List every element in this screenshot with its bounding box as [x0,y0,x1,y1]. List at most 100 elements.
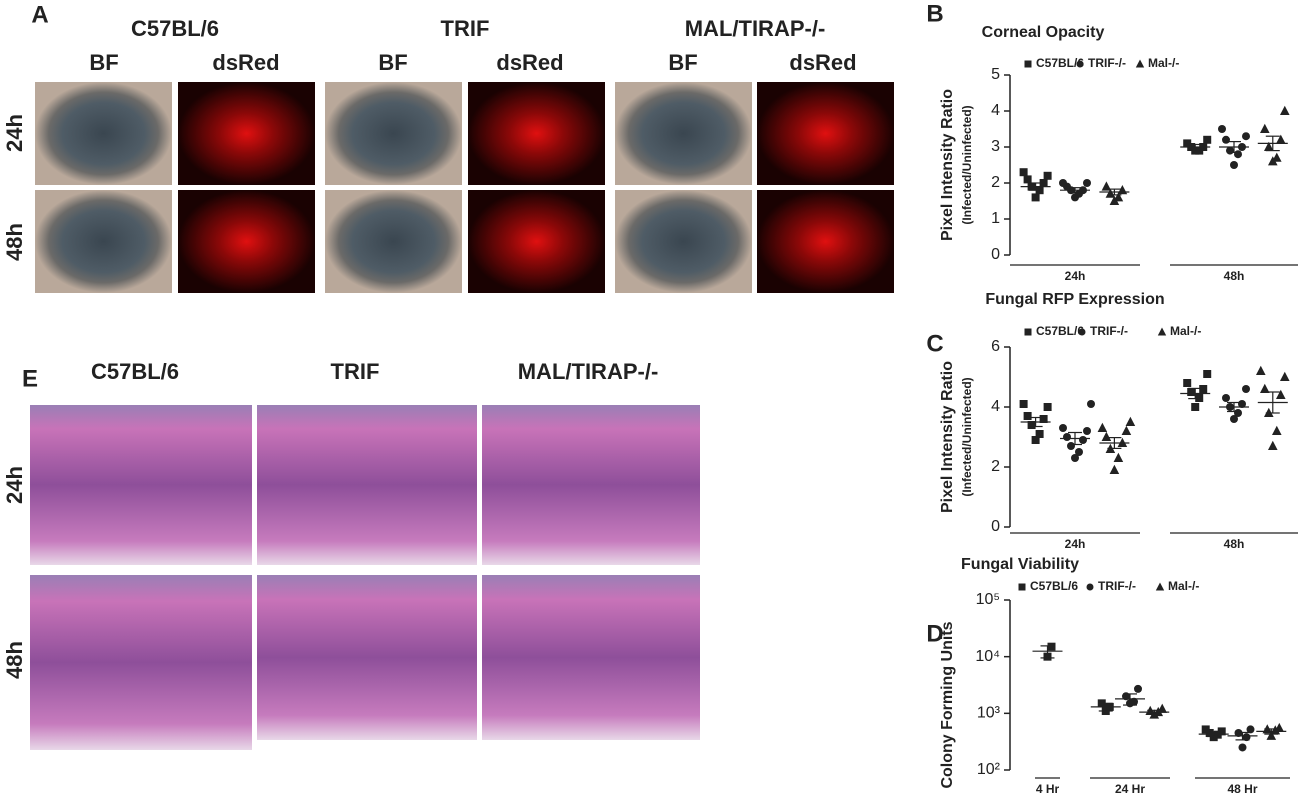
chart-title: Fungal Viability [961,556,1079,573]
row-label: 48h [2,223,27,261]
panel-label: D [926,620,943,647]
marker [1242,132,1250,141]
y-axis-label: Colony Forming Units [939,621,956,788]
chart-title: Fungal RFP Expression [985,291,1164,308]
marker [1226,146,1234,155]
marker [1047,642,1056,651]
photo [757,190,894,293]
marker [1067,442,1075,450]
y-tick-label: 0 [991,518,1000,535]
x-tick-label: 48h [1224,537,1245,551]
legend-label: TRIF-/- [1098,579,1136,593]
group-label: C57BL/6 [91,359,179,384]
marker [1267,440,1278,450]
marker [1155,582,1165,591]
marker [1063,433,1071,441]
marker [1019,168,1028,177]
marker [1199,385,1208,393]
photo [178,190,315,293]
y-axis-label: Pixel Intensity Ratio [939,361,956,513]
legend-label: TRIF-/- [1090,324,1128,338]
marker [1157,327,1167,336]
y-tick-label: 5 [991,66,1000,83]
marker [1078,328,1086,336]
marker [1134,684,1142,693]
marker [1019,400,1028,408]
panel-label: E [22,365,38,392]
marker [1271,425,1282,435]
marker [1279,371,1290,381]
marker [1201,725,1210,734]
marker [1130,697,1138,706]
panel-label: A [31,1,48,28]
marker [1027,421,1036,429]
marker [1109,464,1120,474]
y-tick-label: 0 [991,246,1000,263]
photo [615,82,752,185]
x-tick-label: 48h [1224,269,1245,283]
photo [482,405,700,565]
x-tick-label: 24 Hr [1115,782,1145,796]
photo [30,405,252,565]
marker [1222,394,1230,402]
legend-label: C57BL/6 [1036,324,1084,338]
marker [1242,733,1251,742]
photo [178,82,315,185]
marker [1218,125,1226,133]
marker [1187,388,1196,396]
legend-label: C57BL/6 [1036,56,1084,70]
marker [1018,583,1026,591]
marker [1079,436,1087,444]
y-axis-label: Pixel Intensity Ratio [939,89,956,241]
marker [1076,60,1084,68]
marker [1105,188,1116,198]
marker [1259,383,1270,393]
marker [1222,135,1230,144]
panel-label: B [926,0,943,27]
group-label: C57BL/6 [131,16,219,41]
marker [1234,150,1242,159]
marker [1266,730,1277,740]
photo [35,190,172,293]
y-tick-label: 10⁴ [975,648,1000,665]
row-label: 48h [2,641,27,679]
marker [1125,416,1136,426]
marker [1259,123,1270,133]
y-axis-sublabel: (Infected/Uninfected) [960,105,974,224]
marker [1039,179,1048,187]
marker [1101,181,1112,191]
y-tick-label: 4 [991,398,1000,415]
marker [1097,422,1108,432]
marker [1101,431,1112,441]
marker [1230,161,1238,169]
group-label: TRIF [331,359,380,384]
marker [1230,415,1238,423]
y-tick-label: 2 [991,458,1000,475]
y-tick-label: 3 [991,138,1000,155]
photo [468,190,605,293]
marker [1203,135,1212,144]
marker [1270,725,1281,735]
photo [468,82,605,185]
marker [1043,171,1052,180]
marker [1023,412,1032,420]
photo [257,575,477,740]
marker [1191,403,1200,411]
marker [1043,403,1052,411]
marker [1238,743,1247,752]
panel-a-images [35,82,894,293]
row-label: 24h [2,466,27,504]
y-tick-label: 1 [991,210,1000,227]
y-axis-sublabel: (Infected/Uninfected) [960,377,974,496]
marker [1083,179,1091,187]
marker [1059,424,1067,432]
legend-label: TRIF-/- [1088,56,1126,70]
column-label: dsRed [496,50,563,75]
chart-title: Corneal Opacity [982,24,1105,41]
marker [1275,134,1286,144]
legend-label: Mal-/- [1168,579,1199,593]
marker [1087,400,1095,408]
group-label: MAL/TIRAP-/- [518,359,659,384]
marker [1183,139,1192,148]
